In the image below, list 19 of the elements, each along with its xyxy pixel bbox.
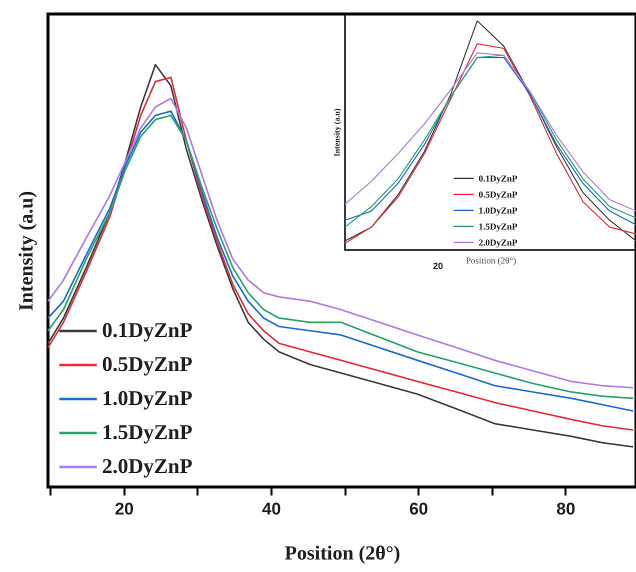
- legend-label: 0.5DyZnP: [478, 189, 518, 200]
- x-axis-title: Position (2θ°): [466, 256, 516, 266]
- y-axis-title: Intensity (a.u): [16, 190, 38, 312]
- legend-label: 2.0DyZnP: [102, 454, 193, 478]
- legend-label: 0.5DyZnP: [102, 352, 193, 376]
- legend-label: 1.0DyZnP: [478, 205, 518, 216]
- y-axis-title: Intensity (a.u): [332, 108, 342, 157]
- legend-label: 1.5DyZnP: [478, 221, 518, 232]
- x-tick-label: 60: [409, 500, 428, 518]
- legend-label: 0.1DyZnP: [102, 318, 193, 342]
- x-axis-title: Position (2θ°): [284, 542, 400, 564]
- x-tick-label: 20: [114, 500, 134, 518]
- x-tick-label: 40: [262, 500, 281, 518]
- annotation: 20: [432, 261, 444, 271]
- legend-label: 1.5DyZnP: [102, 420, 193, 444]
- legend-label: 0.1DyZnP: [478, 173, 518, 184]
- legend-label: 2.0DyZnP: [478, 237, 518, 248]
- legend-label: 1.0DyZnP: [102, 386, 193, 410]
- x-tick-label: 80: [556, 500, 576, 518]
